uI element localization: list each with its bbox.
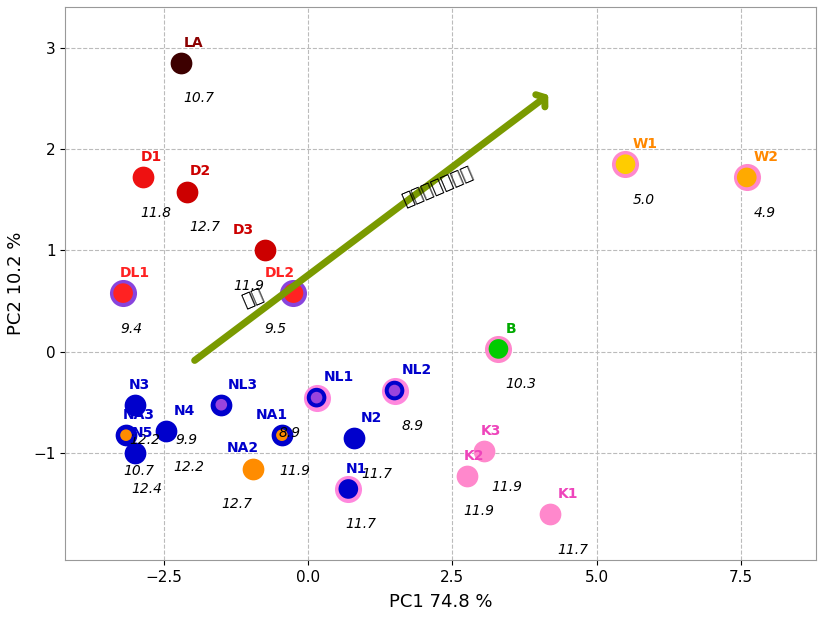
Text: 多い: 多い [239, 286, 266, 310]
Point [174, 58, 188, 68]
Point [180, 187, 193, 197]
Point [258, 245, 271, 255]
Text: 12.7: 12.7 [221, 497, 253, 511]
Point [544, 509, 557, 519]
Point [215, 400, 228, 410]
Text: B: B [505, 322, 516, 336]
Point [276, 430, 289, 440]
Point [388, 386, 401, 396]
Point [310, 392, 323, 402]
Point [276, 430, 289, 440]
Point [492, 344, 505, 354]
Text: D1: D1 [141, 150, 161, 164]
Text: 11.9: 11.9 [233, 279, 264, 293]
Text: 塩分量　少ない: 塩分量 少ない [399, 163, 476, 210]
Text: D3: D3 [233, 223, 254, 237]
Point [310, 392, 323, 402]
Text: 10.7: 10.7 [123, 464, 154, 478]
Point [137, 172, 150, 182]
Point [460, 471, 473, 481]
Point [117, 288, 130, 298]
Point [246, 464, 259, 473]
Point [128, 449, 142, 459]
Text: NL1: NL1 [323, 370, 354, 384]
Text: N3: N3 [129, 378, 150, 392]
Point [492, 344, 505, 354]
Text: K3: K3 [481, 424, 501, 438]
Text: K2: K2 [464, 449, 484, 463]
Text: 5.0: 5.0 [632, 193, 654, 206]
Text: N5: N5 [132, 426, 153, 440]
Point [619, 159, 632, 169]
Text: NA3: NA3 [123, 408, 155, 422]
Text: D2: D2 [189, 164, 211, 179]
Text: NL3: NL3 [228, 378, 258, 392]
Text: 12.4: 12.4 [132, 482, 163, 496]
Text: NA2: NA2 [227, 441, 259, 455]
Text: 12.7: 12.7 [189, 220, 221, 234]
Point [388, 386, 401, 396]
Text: DL1: DL1 [120, 266, 151, 280]
Point [388, 386, 401, 396]
Point [128, 400, 142, 410]
Point [740, 172, 753, 182]
Point [310, 392, 323, 402]
Text: 4.9: 4.9 [754, 206, 776, 220]
Text: 12.2: 12.2 [129, 433, 160, 447]
Text: LA: LA [184, 36, 203, 49]
Text: 8.9: 8.9 [402, 419, 424, 433]
Text: 11.8: 11.8 [141, 206, 171, 220]
Point [619, 159, 632, 169]
Point [160, 426, 173, 436]
Text: 9.4: 9.4 [120, 321, 142, 336]
Text: 10.7: 10.7 [184, 91, 215, 105]
Point [347, 433, 360, 443]
Text: 11.9: 11.9 [279, 464, 310, 478]
Point [342, 484, 355, 494]
Text: N4: N4 [174, 404, 195, 418]
Point [287, 288, 300, 298]
Text: 8.9: 8.9 [279, 426, 301, 440]
Point [287, 288, 300, 298]
Point [740, 172, 753, 182]
Text: 11.7: 11.7 [557, 543, 588, 557]
Text: NA1: NA1 [256, 408, 288, 422]
Y-axis label: PC2 10.2 %: PC2 10.2 % [7, 232, 25, 335]
Point [477, 446, 491, 456]
Text: W1: W1 [632, 137, 658, 151]
Text: 11.7: 11.7 [346, 517, 376, 531]
Text: 11.9: 11.9 [464, 504, 495, 518]
Text: NL2: NL2 [402, 363, 432, 378]
X-axis label: PC1 74.8 %: PC1 74.8 % [389, 593, 492, 611]
Text: N1: N1 [346, 462, 367, 476]
Text: 11.7: 11.7 [361, 467, 392, 481]
Text: W2: W2 [754, 150, 779, 164]
Point [119, 430, 133, 440]
Point [119, 430, 133, 440]
Text: 11.9: 11.9 [491, 480, 522, 494]
Text: N2: N2 [361, 411, 383, 425]
Point [117, 288, 130, 298]
Text: 12.2: 12.2 [174, 460, 204, 473]
Text: 9.5: 9.5 [264, 321, 286, 336]
Text: K1: K1 [557, 487, 578, 501]
Text: 9.9: 9.9 [175, 433, 198, 447]
Point [215, 400, 228, 410]
Point [342, 484, 355, 494]
Text: DL2: DL2 [264, 266, 295, 280]
Text: 10.3: 10.3 [505, 378, 537, 391]
